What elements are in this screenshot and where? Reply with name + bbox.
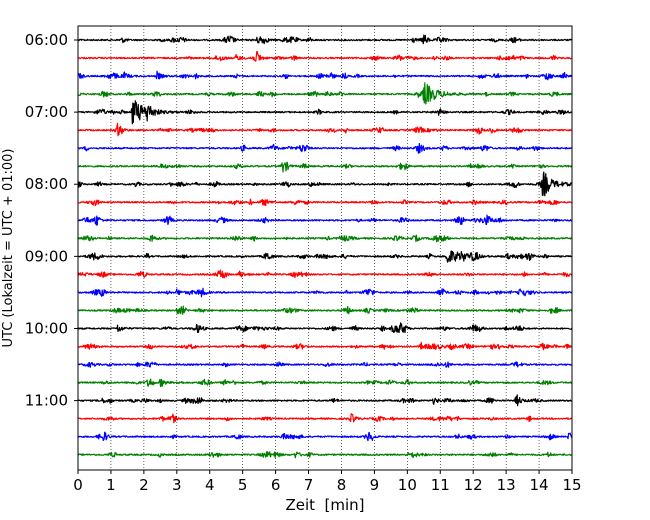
y-tick-label: 08:00 <box>25 175 68 193</box>
x-tick-label: 14 <box>530 476 549 494</box>
trace-line <box>77 161 573 173</box>
trace-line <box>77 234 573 243</box>
trace-line <box>77 394 573 407</box>
y-axis: 06:00 07:00 08:00 09:00 10:00 11:00 <box>25 31 78 410</box>
y-tick-label: 06:00 <box>25 31 68 49</box>
x-tick-label: 9 <box>370 476 380 494</box>
x-tick-label: 7 <box>304 476 314 494</box>
x-tick-label: 15 <box>562 476 581 494</box>
trace-line <box>77 250 573 263</box>
trace-line <box>77 198 573 207</box>
trace-line <box>77 142 573 154</box>
y-axis-label: UTC (Lokalzeit = UTC + 01:00) <box>1 149 16 348</box>
trace-line <box>77 122 573 137</box>
x-tick-label: 12 <box>464 476 483 494</box>
trace-line <box>77 171 573 197</box>
plot-frame <box>77 25 573 471</box>
y-tick-label: 09:00 <box>25 247 68 265</box>
x-axis-label: Zeit [min] <box>285 496 364 514</box>
x-tick-label: 5 <box>238 476 248 494</box>
x-gridlines <box>110 26 540 470</box>
trace-line <box>77 413 573 424</box>
trace-line <box>77 341 573 351</box>
trace-line <box>77 82 573 105</box>
x-tick-label: 13 <box>497 476 516 494</box>
x-tick-label: 4 <box>205 476 215 494</box>
trace-line <box>77 34 573 45</box>
trace-line <box>77 305 573 315</box>
trace-line <box>77 378 573 388</box>
trace-line <box>77 100 573 125</box>
trace-line <box>77 451 573 459</box>
x-tick-label: 3 <box>172 476 182 494</box>
x-tick-label: 11 <box>431 476 450 494</box>
trace-line <box>77 287 573 298</box>
trace-line <box>77 322 573 334</box>
trace-line <box>77 214 573 226</box>
x-tick-label: 1 <box>106 476 116 494</box>
y-tick-label: 07:00 <box>25 103 68 121</box>
trace-line <box>77 269 573 279</box>
trace-line <box>77 361 573 368</box>
x-axis: 0 1 2 3 4 5 6 7 8 9 10 11 12 13 14 15 <box>73 470 582 494</box>
x-tick-label: 8 <box>337 476 347 494</box>
y-tick-label: 11:00 <box>25 392 68 410</box>
x-tick-label: 10 <box>398 476 417 494</box>
x-tick-label: 6 <box>271 476 281 494</box>
x-tick-label: 2 <box>139 476 149 494</box>
trace-line <box>77 431 573 442</box>
x-tick-label: 0 <box>73 476 83 494</box>
seismic-traces <box>77 34 573 459</box>
y-tick-label: 10:00 <box>25 319 68 337</box>
trace-line <box>77 70 573 81</box>
trace-line <box>77 50 573 62</box>
